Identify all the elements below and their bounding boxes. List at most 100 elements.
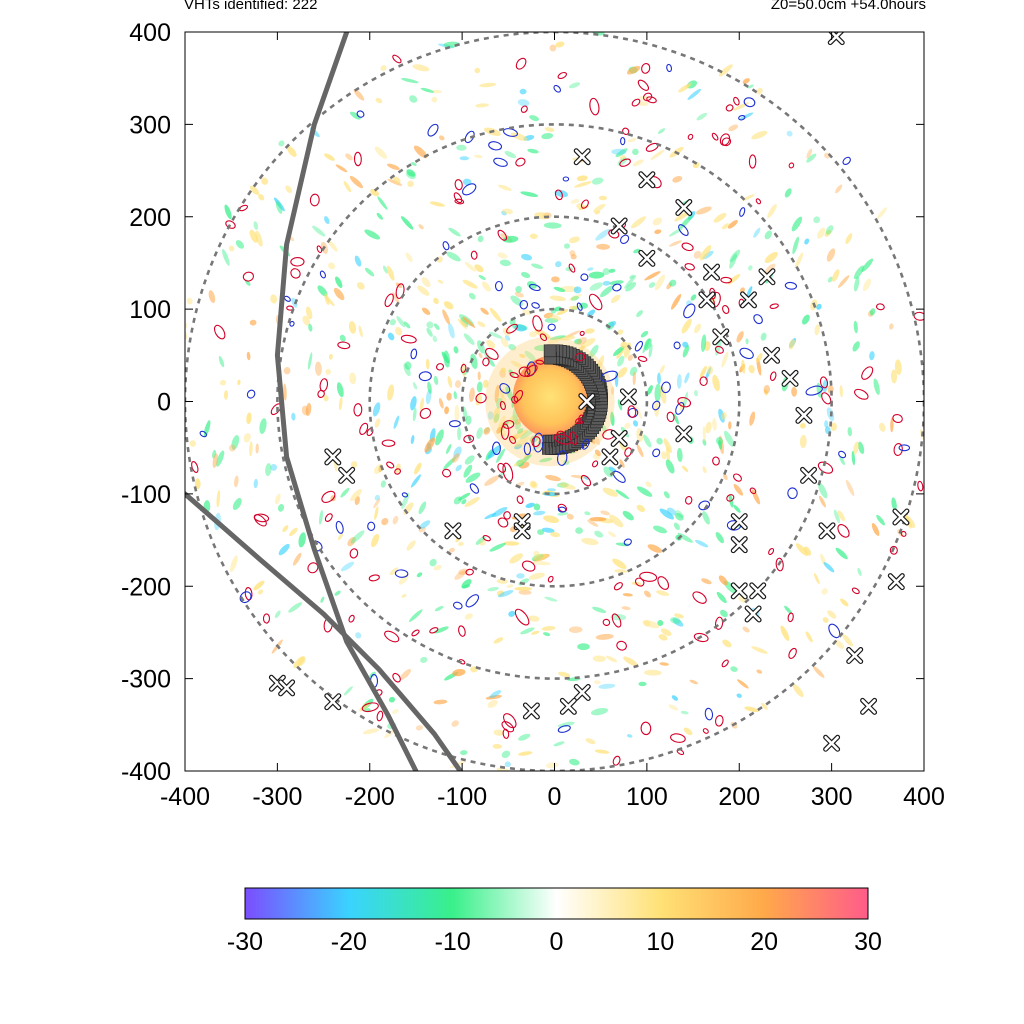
contour-loop bbox=[307, 562, 319, 574]
shading-streak bbox=[553, 741, 565, 747]
contour-loop bbox=[712, 456, 720, 466]
shading-streak bbox=[477, 321, 486, 328]
shading-streak bbox=[671, 695, 679, 701]
contour-loop bbox=[488, 141, 503, 151]
shading-streak bbox=[253, 478, 258, 489]
contour-loop bbox=[239, 591, 252, 604]
colorbar-ticks: -30 -20 -10 0 10 20 30 bbox=[227, 928, 882, 956]
shading-streak bbox=[690, 294, 697, 301]
shading-streak bbox=[412, 382, 418, 390]
shading-streak bbox=[453, 391, 457, 400]
contour-loop bbox=[452, 601, 463, 610]
shading-streak bbox=[615, 542, 630, 547]
shading-streak bbox=[737, 679, 749, 689]
shading-streak bbox=[821, 588, 828, 595]
shading-streak bbox=[724, 430, 734, 447]
shading-streak bbox=[420, 656, 428, 663]
shading-streak bbox=[355, 632, 362, 639]
shading-streak bbox=[286, 146, 297, 157]
shading-streak bbox=[749, 411, 756, 426]
shading-streak bbox=[492, 407, 500, 424]
shading-streak bbox=[657, 128, 666, 134]
shading-streak bbox=[399, 669, 412, 680]
contour-loop bbox=[733, 96, 740, 106]
shading-streak bbox=[500, 337, 509, 348]
contour-loop bbox=[627, 405, 637, 418]
shading-streak bbox=[674, 613, 684, 619]
shading-streak bbox=[608, 531, 616, 538]
shading-streak bbox=[433, 375, 439, 385]
shading-streak bbox=[894, 359, 902, 375]
shading-streak bbox=[388, 696, 396, 703]
shading-streak bbox=[374, 494, 380, 501]
shading-streak bbox=[647, 544, 663, 553]
shading-streak bbox=[736, 693, 742, 698]
shading-streak bbox=[230, 555, 238, 573]
shading-streak bbox=[451, 453, 460, 463]
shading-streak bbox=[510, 360, 524, 369]
shading-streak bbox=[373, 498, 381, 509]
shading-streak bbox=[327, 240, 338, 252]
shading-streak bbox=[594, 749, 610, 754]
contour-loop bbox=[631, 98, 641, 107]
contour-loop bbox=[725, 104, 734, 112]
shading-streak bbox=[439, 135, 445, 141]
contour-loop bbox=[768, 547, 775, 556]
shading-streak bbox=[589, 344, 599, 359]
shading-streak bbox=[818, 495, 827, 508]
contour-loop bbox=[518, 366, 531, 377]
vht-marker bbox=[749, 582, 767, 600]
shading-streak bbox=[377, 196, 388, 210]
contour-loop bbox=[553, 84, 562, 93]
shading-streak bbox=[672, 618, 684, 627]
shading-streak bbox=[474, 264, 484, 273]
shading-streak bbox=[760, 332, 767, 341]
shading-streak bbox=[663, 491, 670, 499]
contour-loop bbox=[666, 63, 673, 73]
x-tick-label: -200 bbox=[345, 783, 395, 811]
shading-streak bbox=[525, 502, 535, 508]
shading-streak bbox=[514, 586, 532, 591]
contour-loop bbox=[503, 713, 517, 729]
shading-streak bbox=[851, 450, 856, 466]
shading-streak bbox=[693, 250, 702, 259]
shading-streak bbox=[721, 223, 730, 230]
shading-streak bbox=[595, 228, 611, 241]
contour-loop bbox=[515, 57, 527, 70]
shading-streak bbox=[652, 525, 668, 534]
contour-loop bbox=[515, 157, 526, 167]
shading-streak bbox=[596, 243, 610, 250]
contour-loop bbox=[508, 435, 517, 444]
shading-streak bbox=[475, 103, 489, 108]
shading-streak bbox=[464, 455, 475, 465]
shading-streak bbox=[590, 707, 609, 716]
contour-loop bbox=[453, 192, 463, 204]
shading-streak bbox=[486, 339, 496, 349]
shading-streak bbox=[389, 319, 397, 326]
vht-marker bbox=[619, 388, 637, 406]
contour-loop bbox=[463, 434, 475, 444]
shading-streak bbox=[465, 415, 472, 425]
shading-streak bbox=[364, 229, 381, 240]
shading-streak bbox=[699, 365, 707, 378]
shading-streak bbox=[514, 418, 521, 425]
shading-streak bbox=[861, 258, 874, 272]
shading-streak bbox=[574, 338, 583, 345]
shading-streak bbox=[845, 479, 855, 496]
shading-streak bbox=[249, 319, 257, 326]
shading-streak bbox=[533, 503, 541, 511]
contour-loop bbox=[673, 341, 681, 350]
shading-streak bbox=[237, 379, 241, 386]
shading-streak bbox=[497, 590, 514, 598]
shading-streak bbox=[508, 610, 516, 617]
contour-loop bbox=[367, 521, 376, 531]
contour-loop bbox=[539, 333, 548, 342]
shading-streak bbox=[320, 596, 325, 603]
shading-streak bbox=[684, 372, 690, 384]
shading-streak bbox=[468, 292, 476, 300]
contour-loop bbox=[400, 334, 417, 344]
contour-loop bbox=[721, 137, 732, 147]
contour-loop bbox=[699, 376, 708, 387]
shading-streak bbox=[414, 462, 422, 475]
shading-streak bbox=[515, 286, 522, 293]
